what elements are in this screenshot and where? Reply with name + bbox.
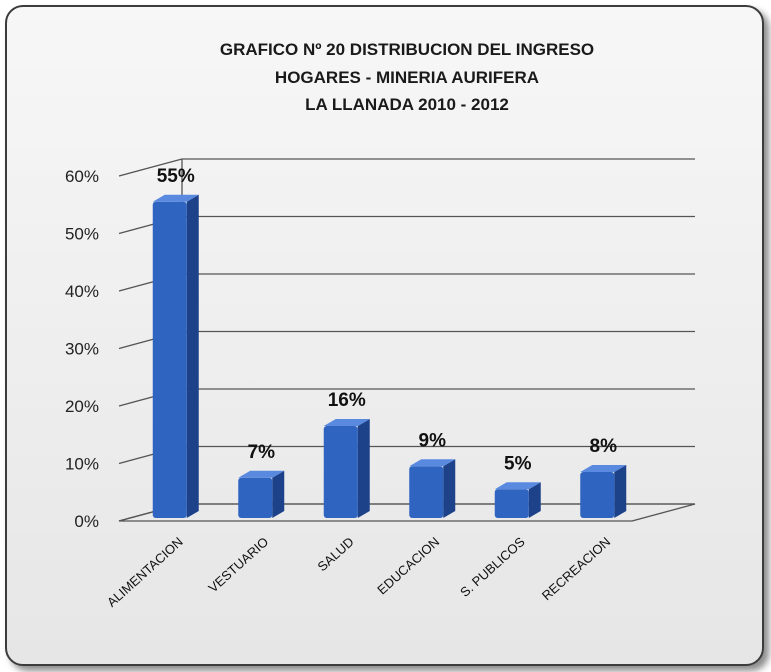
bar-top (580, 465, 627, 472)
chart-title: GRAFICO Nº 20 DISTRIBUCION DEL INGRESO H… (220, 40, 594, 114)
y-tick-label: 30% (65, 340, 99, 359)
bar-side (272, 470, 285, 518)
x-category-label: VESTUARIO (205, 534, 271, 595)
bar-top (409, 459, 456, 467)
bar-top (323, 419, 370, 426)
bar-front (409, 466, 444, 518)
x-category-label: SALUD (314, 534, 356, 574)
x-category-label: S. PUBLICOS (457, 534, 528, 600)
chart-title-line-1: GRAFICO Nº 20 DISTRIBUCION DEL INGRESO (220, 40, 594, 59)
bar-educacion (409, 459, 456, 518)
bar-top (152, 194, 199, 202)
data-label: 5% (504, 453, 532, 474)
bar-side (357, 419, 370, 518)
data-label: 55% (157, 166, 195, 187)
x-category-label: EDUCACION (374, 534, 442, 597)
grid-lines (118, 158, 696, 522)
data-label: 8% (590, 436, 618, 457)
bar-vestuario (238, 470, 285, 518)
bars (152, 194, 627, 518)
bar-front (152, 201, 187, 518)
bar-s-publicos (494, 482, 541, 518)
bar-side (443, 459, 456, 518)
y-tick-label: 10% (65, 455, 99, 474)
bar-front (238, 477, 273, 518)
bar-side (614, 465, 627, 518)
data-label: 16% (328, 390, 366, 411)
bar-side (528, 482, 541, 518)
bar-top (238, 470, 285, 478)
y-tick-label: 0% (74, 512, 99, 531)
y-tick-label: 20% (65, 397, 99, 416)
y-axis-ticks: 0% 10% 20% 30% 40% 50% 60% (65, 167, 99, 531)
chart-title-line-3: LA LLANADA 2010 - 2012 (305, 95, 509, 114)
chart-title-line-2: HOGARES - MINERIA AURIFERA (275, 68, 539, 87)
chart-frame: GRAFICO Nº 20 DISTRIBUCION DEL INGRESO H… (5, 5, 764, 666)
bar-recreacion (580, 465, 627, 518)
x-axis-categories: ALIMENTACION VESTUARIO SALUD EDUCACION S. PU… (104, 534, 613, 610)
x-category-label: ALIMENTACION (104, 534, 186, 610)
bar-top (494, 482, 541, 490)
y-tick-label: 40% (65, 282, 99, 301)
data-labels: 55% 7% 16% 9% 5% 8% (157, 166, 617, 475)
bar-front (494, 489, 529, 518)
x-category-label: RECREACION (539, 534, 613, 603)
bar-alimentacion (152, 194, 199, 518)
data-label: 9% (419, 430, 447, 451)
chart-canvas: GRAFICO Nº 20 DISTRIBUCION DEL INGRESO H… (65, 40, 696, 610)
y-tick-label: 60% (65, 167, 99, 186)
y-tick-label: 50% (65, 225, 99, 244)
bar-side (186, 194, 199, 518)
data-label: 7% (248, 442, 276, 463)
bar-front (323, 426, 358, 518)
bar-front (580, 472, 615, 518)
bar-salud (323, 419, 370, 518)
gridline-depth (118, 158, 183, 177)
